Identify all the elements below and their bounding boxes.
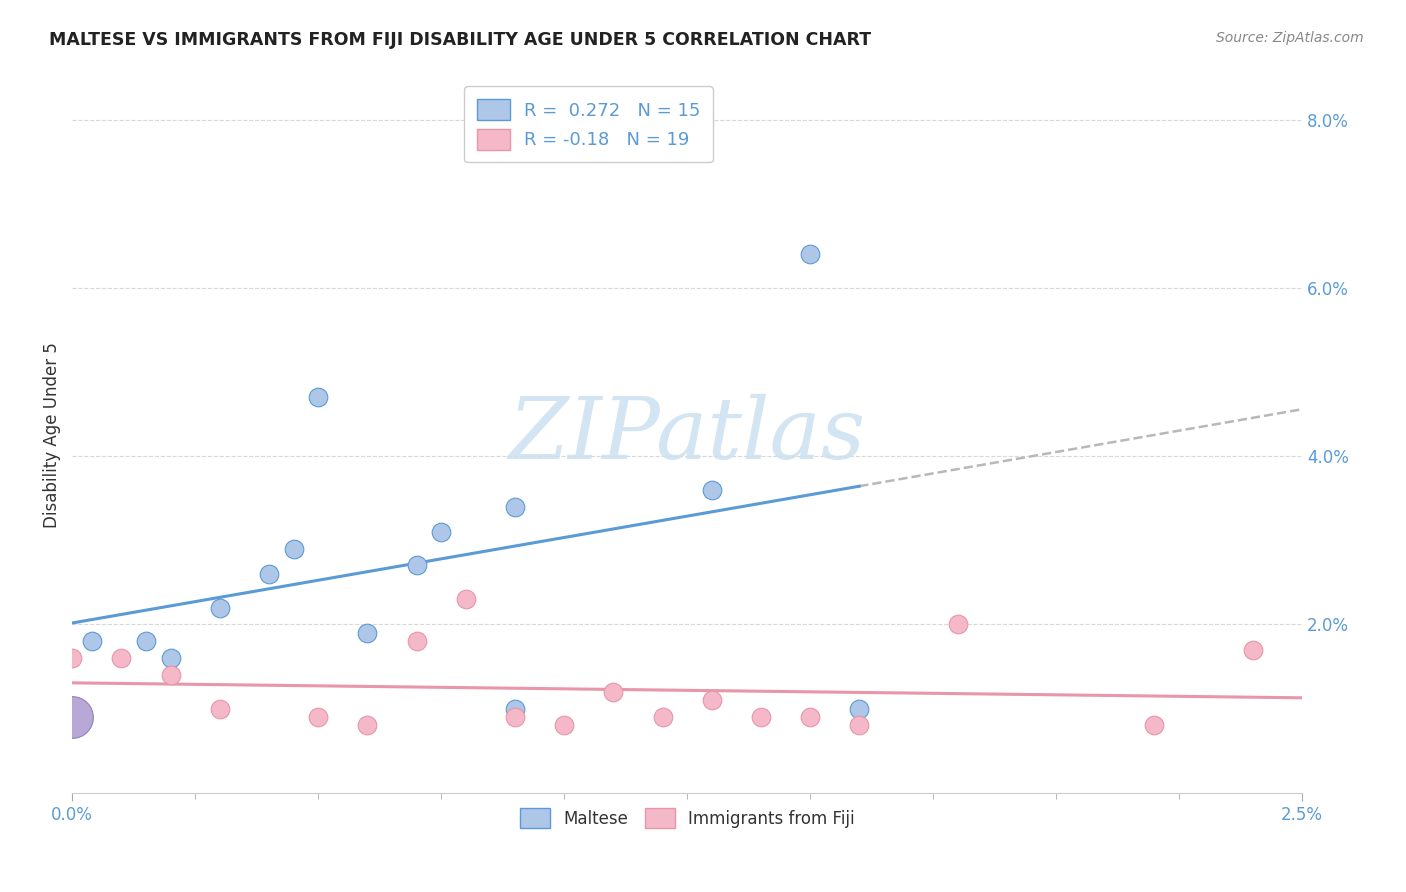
Point (553, 718, 575, 732)
Point (848, 718, 870, 732)
Point (848, 701, 870, 715)
Point (405, 634, 427, 648)
Point (307, 390, 329, 404)
Point (60, 710, 83, 724)
Point (503, 710, 526, 724)
Point (749, 710, 772, 724)
Point (700, 693, 723, 707)
Y-axis label: Disability Age Under 5: Disability Age Under 5 (44, 343, 60, 528)
Point (257, 566, 280, 581)
Point (135, 634, 157, 648)
Point (283, 541, 305, 556)
Point (60, 651, 83, 665)
Point (159, 651, 181, 665)
Point (356, 718, 378, 732)
Point (602, 684, 624, 698)
Point (159, 668, 181, 682)
Point (430, 524, 453, 539)
Point (799, 247, 821, 261)
Point (307, 710, 329, 724)
Point (80, 634, 103, 648)
Point (356, 625, 378, 640)
Legend: Maltese, Immigrants from Fiji: Maltese, Immigrants from Fiji (513, 802, 862, 834)
Text: MALTESE VS IMMIGRANTS FROM FIJI DISABILITY AGE UNDER 5 CORRELATION CHART: MALTESE VS IMMIGRANTS FROM FIJI DISABILI… (49, 31, 872, 49)
Point (208, 600, 231, 615)
Point (454, 592, 477, 607)
Point (1143, 718, 1166, 732)
Point (700, 483, 723, 497)
Text: ZIPatlas: ZIPatlas (509, 393, 866, 476)
Point (503, 701, 526, 715)
Text: Source: ZipAtlas.com: Source: ZipAtlas.com (1216, 31, 1364, 45)
Point (946, 617, 969, 632)
Point (799, 710, 821, 724)
Point (651, 710, 673, 724)
Point (405, 558, 427, 573)
Point (208, 701, 231, 715)
Point (1241, 642, 1264, 657)
Point (110, 651, 132, 665)
Point (503, 500, 526, 514)
